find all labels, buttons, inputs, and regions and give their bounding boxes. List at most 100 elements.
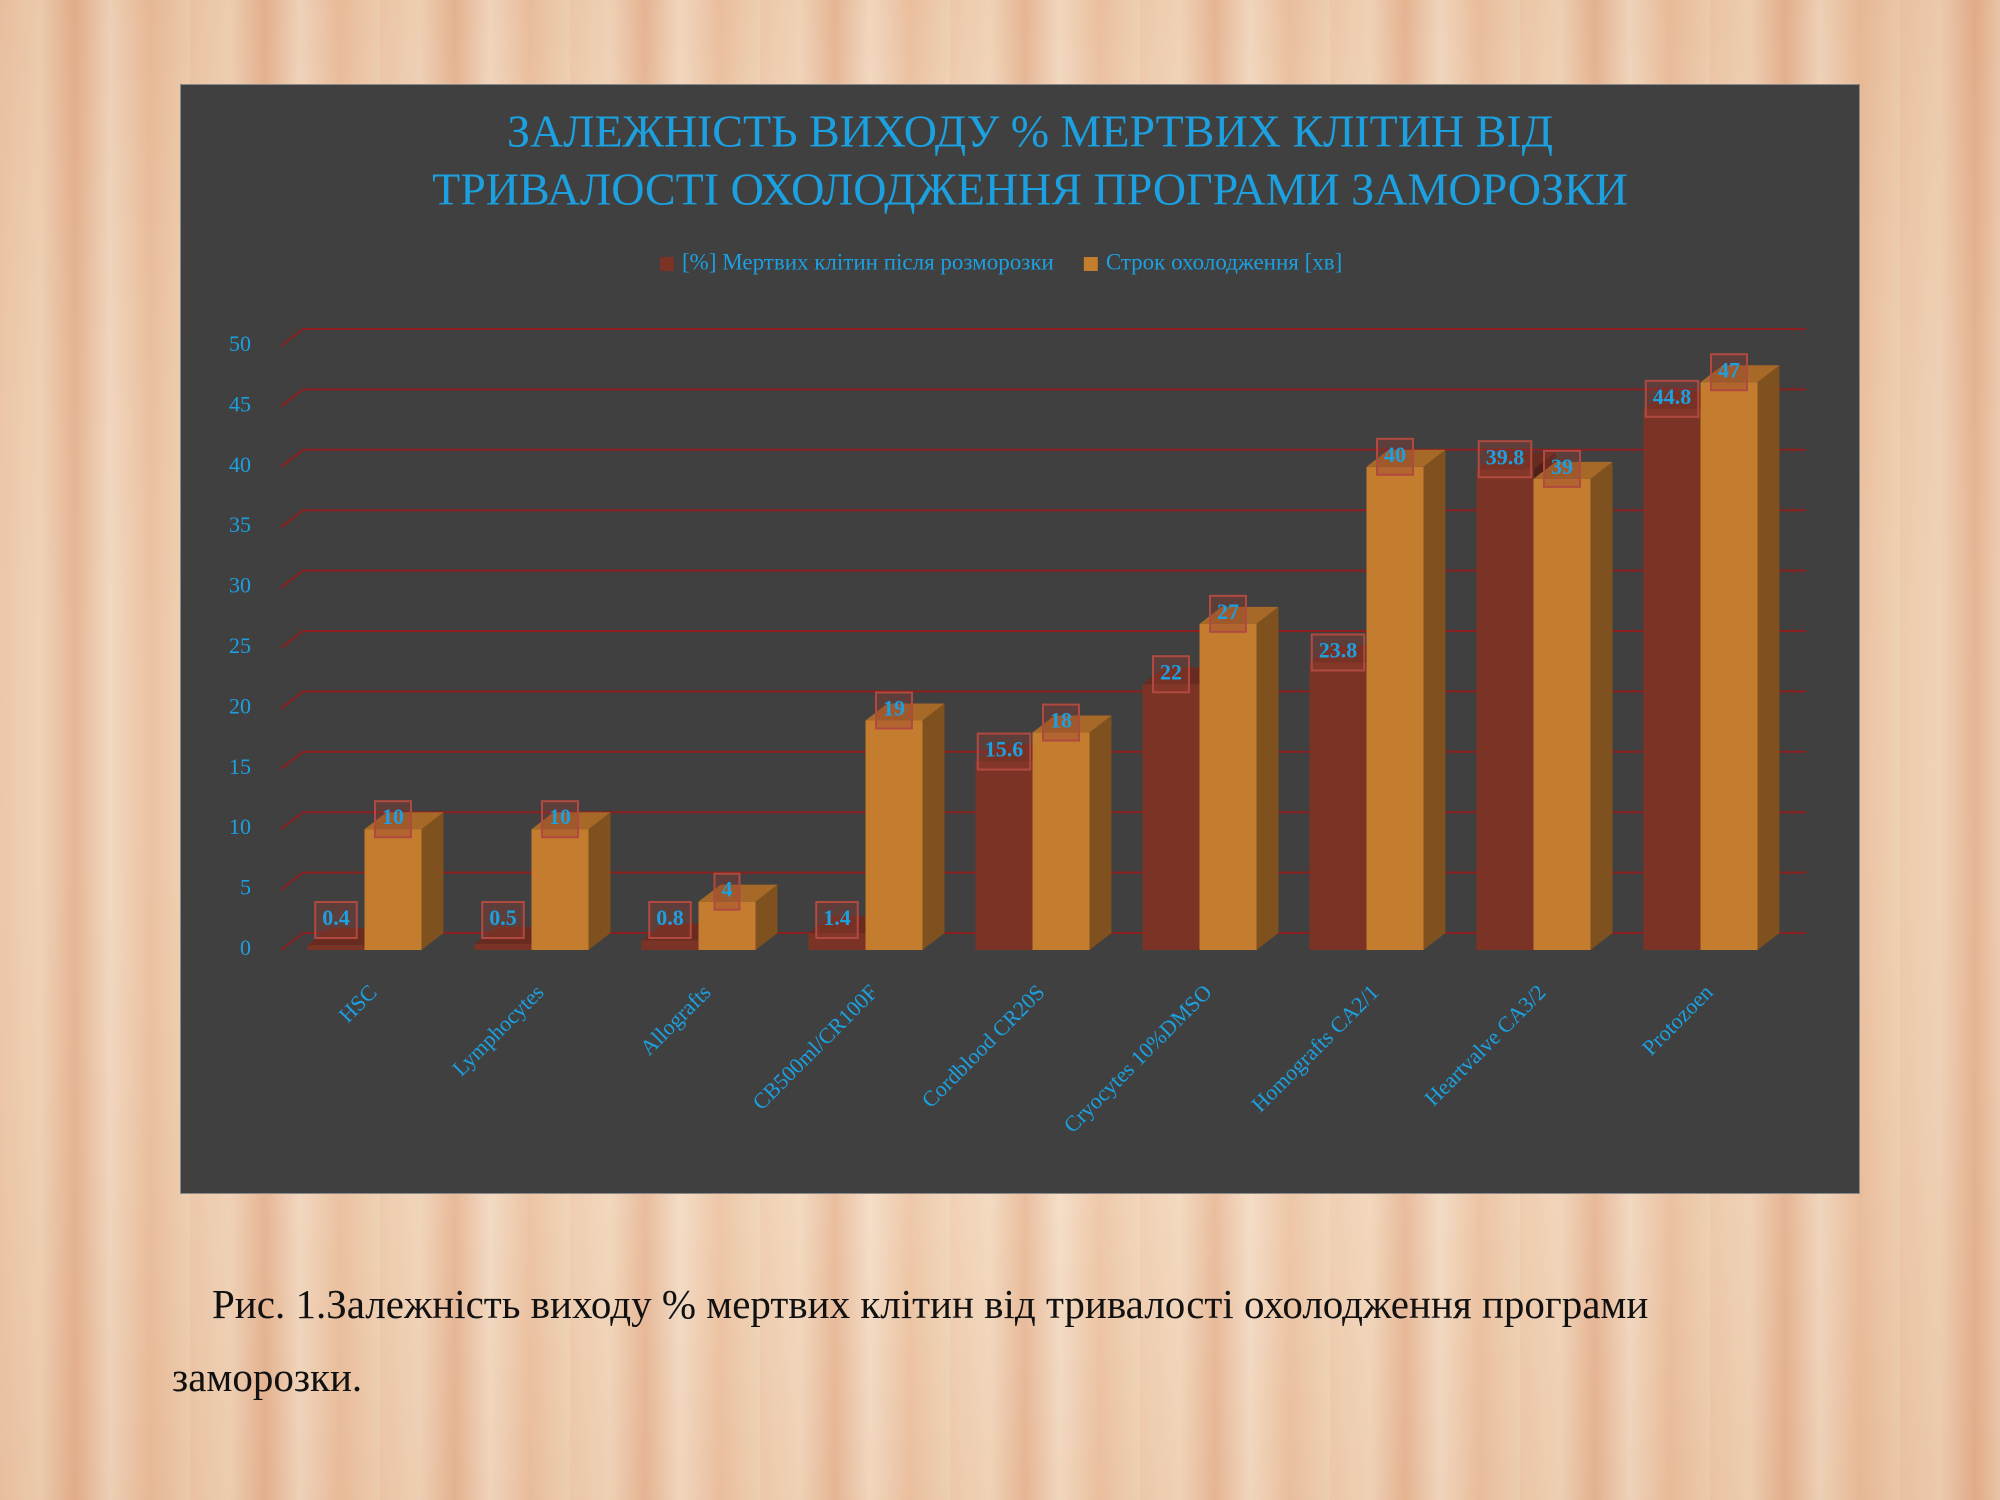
y-tick-label: 30	[229, 573, 251, 598]
data-label: 19	[883, 696, 905, 721]
bar-side	[755, 884, 778, 950]
bar	[1309, 662, 1367, 950]
data-label: 47	[1718, 357, 1740, 382]
data-label: 39	[1551, 454, 1573, 479]
y-tick-label: 5	[240, 875, 251, 900]
bar	[531, 829, 589, 950]
grid-line	[280, 569, 1806, 589]
legend-label: [%] Мертвих клітин після розморозки	[682, 249, 1054, 274]
data-label: 1.4	[823, 905, 851, 930]
bar	[865, 720, 923, 950]
bar-top	[1199, 606, 1279, 624]
bar-top	[1533, 461, 1613, 479]
legend-swatch	[1083, 257, 1098, 271]
data-label-box	[1042, 703, 1080, 742]
grid-line	[280, 509, 1806, 528]
data-label-box	[1376, 437, 1414, 476]
bar-top	[865, 703, 945, 721]
grid-line	[280, 871, 1806, 891]
data-label-box	[1644, 379, 1700, 418]
data-label: 39.8	[1486, 444, 1525, 469]
bar	[1366, 466, 1424, 950]
data-label: 0.8	[656, 905, 684, 930]
bar	[1032, 732, 1090, 950]
data-label: 22	[1160, 659, 1182, 684]
caption: Рис. 1.Залежність виходу % мертвих кліти…	[172, 1281, 1649, 1400]
data-label: 44.8	[1653, 384, 1692, 409]
bar	[975, 761, 1033, 950]
data-label: 0.4	[322, 905, 350, 930]
data-label-box	[648, 901, 692, 939]
grid-line	[280, 388, 1806, 408]
y-tick-label: 15	[229, 754, 251, 779]
y-tick-label: 45	[229, 391, 251, 416]
legend-swatch	[660, 257, 674, 271]
data-label-box	[1310, 633, 1366, 672]
y-tick-label: 10	[229, 814, 251, 839]
bar-side	[1089, 715, 1112, 950]
bar	[1700, 382, 1758, 950]
bar	[1199, 623, 1257, 950]
data-label-box	[1543, 449, 1581, 488]
bar-side	[1590, 461, 1613, 950]
y-tick-label: 35	[229, 512, 251, 537]
chart-title: ЗАЛЕЖНІСТЬ ВИХОДУ % МЕРТВИХ КЛІТИН ВІД	[507, 106, 1553, 157]
bar	[364, 829, 422, 950]
data-label-box	[713, 872, 741, 911]
data-label-box	[314, 901, 358, 939]
bar	[1533, 478, 1591, 950]
bar	[474, 943, 532, 950]
data-label-box	[481, 901, 525, 939]
bar-side	[421, 812, 444, 950]
data-label-box	[1209, 594, 1247, 633]
bar-top	[1366, 449, 1446, 467]
data-label: 27	[1217, 599, 1239, 624]
bar-top	[1476, 452, 1556, 470]
data-label: 23.8	[1319, 638, 1358, 663]
data-label: 4	[722, 877, 733, 902]
bar-top	[364, 812, 444, 830]
grid-line	[280, 750, 1806, 770]
data-label-box	[1152, 655, 1190, 694]
bar-top	[1700, 365, 1780, 383]
bar	[641, 940, 699, 950]
grid-line	[280, 811, 1806, 830]
data-label-box	[374, 800, 412, 839]
chart-title: ТРИВАЛОСТІ ОХОЛОДЖЕННЯ ПРОГРАМИ ЗАМОРОЗК…	[432, 164, 1628, 215]
grid-line	[280, 328, 1806, 347]
data-label: 10	[382, 804, 404, 829]
data-label-box	[1710, 353, 1748, 392]
bar	[307, 945, 365, 950]
grid-line	[280, 448, 1806, 468]
y-tick-label: 20	[229, 693, 251, 718]
data-label-box	[875, 691, 913, 730]
grid-line	[280, 690, 1806, 710]
legend-label: Строк охолодження [хв]	[1106, 249, 1342, 274]
y-tick-label: 50	[229, 331, 251, 356]
data-label-box	[815, 901, 859, 939]
bar-side	[1757, 365, 1780, 950]
bar	[1476, 469, 1534, 950]
data-label-box	[541, 800, 579, 839]
data-label: 18	[1050, 708, 1072, 733]
bar-side	[588, 812, 611, 950]
y-tick-label: 25	[229, 633, 251, 658]
grid-line	[280, 932, 1806, 951]
bar-side	[1423, 449, 1446, 950]
data-label: 10	[549, 804, 571, 829]
bar-top	[531, 812, 611, 830]
bar-side	[922, 703, 945, 950]
y-tick-label: 0	[240, 935, 251, 960]
bar-top	[698, 884, 778, 902]
bar-side	[1256, 606, 1279, 950]
bar-top	[1032, 715, 1112, 733]
data-label-box	[976, 732, 1032, 771]
y-tick-label: 40	[229, 452, 251, 477]
bar	[1142, 684, 1200, 950]
chart: ЗАЛЕЖНІСТЬ ВИХОДУ % МЕРТВИХ КЛІТИН ВІД Т…	[180, 84, 1860, 1194]
data-label: 40	[1384, 442, 1406, 467]
bar	[1643, 408, 1701, 950]
grid-line	[280, 630, 1806, 649]
data-label: 0.5	[489, 905, 517, 930]
